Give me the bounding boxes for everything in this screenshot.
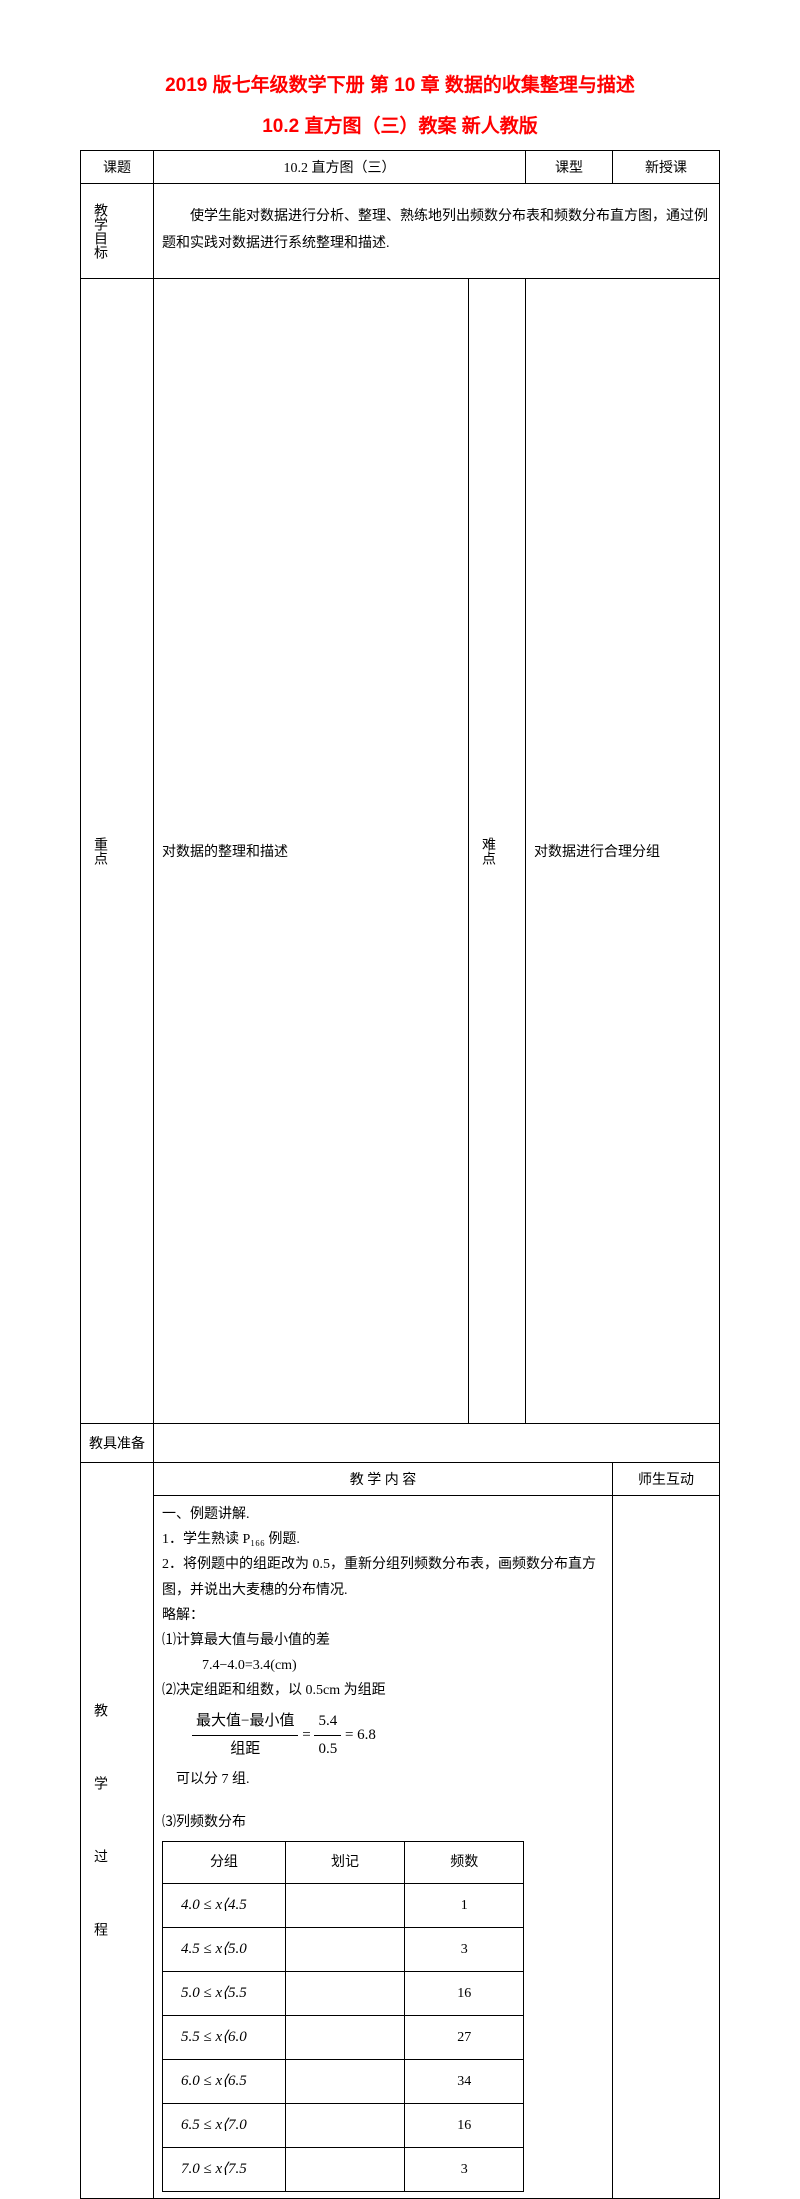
line-6: 7.4−4.0=3.4(cm) [162, 1653, 604, 1678]
key-label: 重点 [89, 285, 109, 1417]
line-4: 略解： [162, 1603, 604, 1628]
topic-value: 10.2 直方图（三） [154, 151, 526, 184]
table-row: 5.5 ≤ x⟨6.0 [163, 2016, 286, 2060]
interact-body [613, 1496, 720, 2199]
line-9: ⑶列频数分布 [162, 1810, 604, 1835]
formula: 最大值−最小值 组距 = 5.4 0.5 = 6.8 [162, 1704, 604, 1767]
line-7: ⑵决定组距和组数，以 0.5cm 为组距 [162, 1678, 604, 1703]
freq-col-range: 分组 [163, 1841, 286, 1883]
table-row: 4.0 ≤ x⟨4.5 [163, 1884, 286, 1928]
table-row: 6.0 ≤ x⟨6.5 [163, 2060, 286, 2104]
content-body: 一、例题讲解. 1．学生熟读 P₁₆₆ 例题. 2．将例题中的组距改为 0.5，… [154, 1496, 613, 2199]
diff-text: 对数据进行合理分组 [526, 279, 720, 1424]
interact-header: 师生互动 [613, 1463, 720, 1496]
line-3: 2．将例题中的组距改为 0.5，重新分组列频数分布表，画频数分布直方图，并说出大… [162, 1552, 604, 1602]
doc-title-line1: 2019 版七年级数学下册 第 10 章 数据的收集整理与描述 [80, 70, 720, 97]
frequency-table: 分组 划记 频数 4.0 ≤ x⟨4.51 4.5 ≤ x⟨5.03 5.0 ≤… [162, 1841, 524, 2192]
line-2: 1．学生熟读 P₁₆₆ 例题. [162, 1527, 604, 1552]
goal-label: 教学目标 [89, 190, 109, 272]
line-8: 可以分 7 组. [162, 1767, 604, 1792]
table-row: 7.0 ≤ x⟨7.5 [163, 2148, 286, 2192]
lesson-plan-table: 课题 10.2 直方图（三） 课型 新授课 教学目标 使学生能对数据进行分析、整… [80, 150, 720, 2199]
line-5: ⑴计算最大值与最小值的差 [162, 1628, 604, 1653]
freq-col-tally: 划记 [285, 1841, 404, 1883]
table-row: 4.5 ≤ x⟨5.0 [163, 1928, 286, 1972]
process-label: 教 学 过 程 [89, 1703, 109, 1958]
topic-label: 课题 [81, 151, 154, 184]
freq-col-count: 频数 [405, 1841, 524, 1883]
goal-text: 使学生能对数据进行分析、整理、熟练地列出频数分布表和频数分布直方图，通过例题和实… [154, 184, 720, 279]
table-row: 5.0 ≤ x⟨5.5 [163, 1972, 286, 2016]
diff-label: 难点 [477, 285, 497, 1417]
doc-title-line2: 10.2 直方图（三）教案 新人教版 [80, 111, 720, 138]
line-1: 一、例题讲解. [162, 1502, 604, 1527]
type-value: 新授课 [613, 151, 720, 184]
key-text: 对数据的整理和描述 [154, 279, 469, 1424]
content-header: 教 学 内 容 [154, 1463, 613, 1496]
type-label: 课型 [526, 151, 613, 184]
tools-value [154, 1424, 720, 1463]
table-row: 6.5 ≤ x⟨7.0 [163, 2104, 286, 2148]
tools-label: 教具准备 [81, 1424, 154, 1463]
